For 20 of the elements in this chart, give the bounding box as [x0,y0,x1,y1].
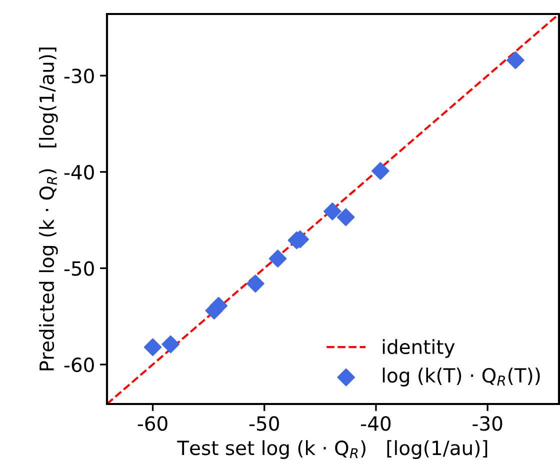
point [144,338,162,356]
y-axis-title: Predicted log (k · Q$_{R}$) [log(1/au)] [39,48,58,370]
legend-label: identity [382,339,455,358]
y-tick-label: -30 [64,68,94,84]
point [162,335,180,354]
y-tick-label: -50 [64,261,94,276]
x-axis-title: Test set log (k · Q$_{R}$) [log(1/au)] [177,440,488,459]
x-tick-label: -30 [472,416,502,431]
point [324,202,342,220]
point [506,51,524,70]
x-tick-label: -40 [361,416,391,431]
x-tick-label: -50 [249,416,279,431]
y-tick-label: -60 [64,357,94,372]
legend-label: log (k(T) · Q$_{R}$(T)) [382,368,540,386]
point [372,162,390,180]
point [246,274,264,293]
x-tick-label: -60 [138,416,168,431]
point [336,208,355,226]
point [268,250,287,268]
y-tick-label: -40 [64,164,94,180]
